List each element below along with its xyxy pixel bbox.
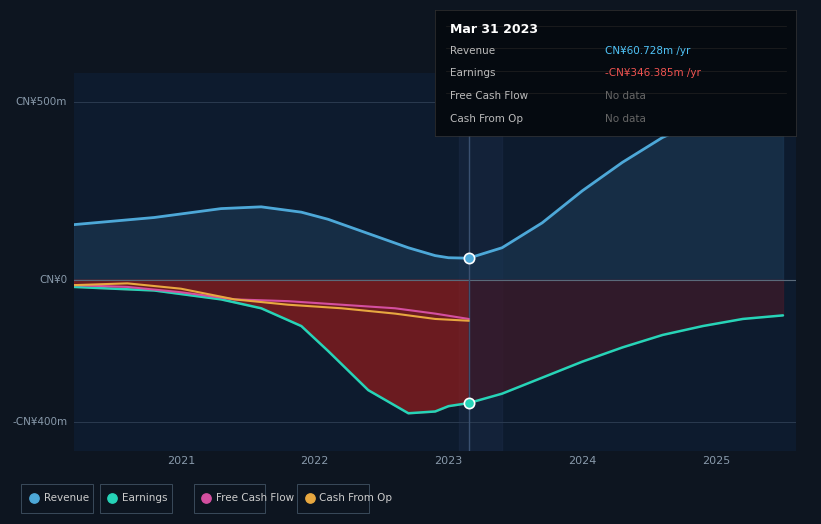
- Text: No data: No data: [605, 114, 646, 124]
- Point: [27, 494, 40, 503]
- Text: -CN¥346.385m /yr: -CN¥346.385m /yr: [605, 68, 701, 78]
- Bar: [21, 484, 93, 513]
- Text: Revenue: Revenue: [450, 46, 495, 56]
- Point: [106, 494, 119, 503]
- Text: Cash From Op: Cash From Op: [450, 114, 523, 124]
- Text: Past: Past: [436, 121, 458, 131]
- Text: Free Cash Flow: Free Cash Flow: [216, 493, 294, 503]
- Text: CN¥0: CN¥0: [39, 275, 67, 285]
- Point: [462, 399, 475, 407]
- Bar: [194, 484, 265, 513]
- Text: Revenue: Revenue: [44, 493, 89, 503]
- Point: [200, 494, 213, 503]
- Text: -CN¥400m: -CN¥400m: [12, 417, 67, 427]
- Text: Mar 31 2023: Mar 31 2023: [450, 23, 538, 36]
- Text: CN¥60.728m /yr: CN¥60.728m /yr: [605, 46, 690, 56]
- Text: Cash From Op: Cash From Op: [319, 493, 392, 503]
- Text: No data: No data: [605, 91, 646, 101]
- Text: Analysts Forecasts: Analysts Forecasts: [484, 121, 582, 131]
- Bar: [459, 73, 502, 451]
- Text: Earnings: Earnings: [122, 493, 167, 503]
- Bar: [100, 484, 172, 513]
- Point: [462, 254, 475, 263]
- Text: CN¥500m: CN¥500m: [16, 97, 67, 107]
- Point: [303, 494, 316, 503]
- Text: Free Cash Flow: Free Cash Flow: [450, 91, 528, 101]
- Text: Earnings: Earnings: [450, 68, 495, 78]
- Bar: [297, 484, 369, 513]
